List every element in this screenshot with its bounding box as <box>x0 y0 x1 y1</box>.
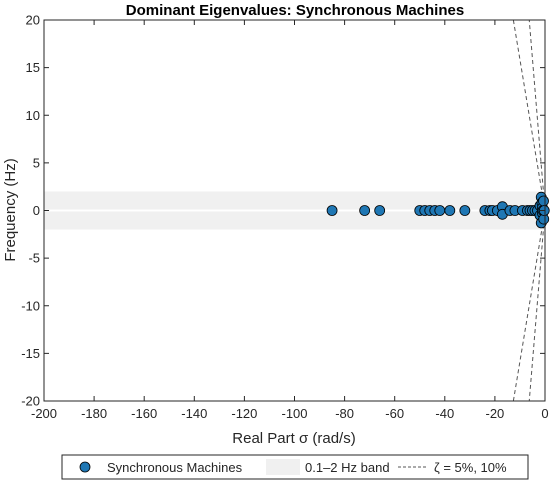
x-tick-label-9: -20 <box>486 406 505 421</box>
damping-line-group <box>512 20 545 401</box>
x-tick-label-6: -80 <box>335 406 354 421</box>
eigenvalue-point-9 <box>459 205 471 216</box>
legend-patch-band <box>266 459 300 475</box>
y-axis-label: Frequency (Hz) <box>2 158 19 261</box>
y-tick-label-6: 10 <box>26 108 40 123</box>
x-tick-label-2: -160 <box>131 406 157 421</box>
x-tick-label-5: -100 <box>281 406 307 421</box>
x-axis-label: Real Part σ (rad/s) <box>232 430 355 447</box>
legend-label-damping: ζ = 5%, 10% <box>434 460 507 475</box>
y-axis-ticks: -20 -15 -10 -5 0 5 10 15 20 <box>21 13 545 409</box>
y-tick-label-4: 0 <box>33 203 40 218</box>
y-tick-label-7: 15 <box>26 60 40 75</box>
x-tick-label-0: -200 <box>31 406 57 421</box>
x-tick-label-4: -120 <box>231 406 257 421</box>
x-tick-label-3: -140 <box>181 406 207 421</box>
frequency-band-0 <box>44 191 545 210</box>
eigenvalue-point-32 <box>538 195 549 207</box>
eigenvalue-point-0 <box>326 205 338 216</box>
x-tick-label-1: -180 <box>81 406 107 421</box>
eigenvalue-point-2 <box>374 205 386 216</box>
x-tick-label-8: -40 <box>435 406 454 421</box>
frequency-band-1 <box>44 211 545 230</box>
legend: Synchronous Machines 0.1–2 Hz band ζ = 5… <box>61 454 529 480</box>
y-tick-label-1: -15 <box>21 346 40 361</box>
x-axis-ticks: -200 -180 -160 -140 -120 -100 -80 -60 -40 -20 0 <box>31 20 549 421</box>
y-tick-label-0: -20 <box>21 394 40 409</box>
chart-title: Dominant Eigenvalues: Synchronous Machin… <box>126 2 464 19</box>
y-tick-label-5: 5 <box>33 155 40 170</box>
x-tick-label-10: 0 <box>541 406 548 421</box>
eigenvalue-point-8 <box>444 205 456 216</box>
legend-label-synchronous-machines: Synchronous Machines <box>107 460 243 475</box>
eigenvalue-point-1 <box>359 205 371 216</box>
frequency-band-group <box>44 191 545 230</box>
y-tick-label-2: -10 <box>21 298 40 313</box>
legend-label-band: 0.1–2 Hz band <box>305 460 390 475</box>
damping-line-0-0 <box>528 20 545 211</box>
plot-area: -200 -180 -160 -140 -120 -100 -80 -60 -40 -20 0 -2… <box>21 13 550 421</box>
eigenvalue-point-7 <box>434 205 446 216</box>
damping-line-0-1 <box>528 210 545 401</box>
legend-marker-synchronous-machines <box>79 461 91 473</box>
y-tick-label-8: 20 <box>26 13 40 28</box>
y-tick-label-3: -5 <box>28 251 40 266</box>
x-tick-label-7: -60 <box>385 406 404 421</box>
